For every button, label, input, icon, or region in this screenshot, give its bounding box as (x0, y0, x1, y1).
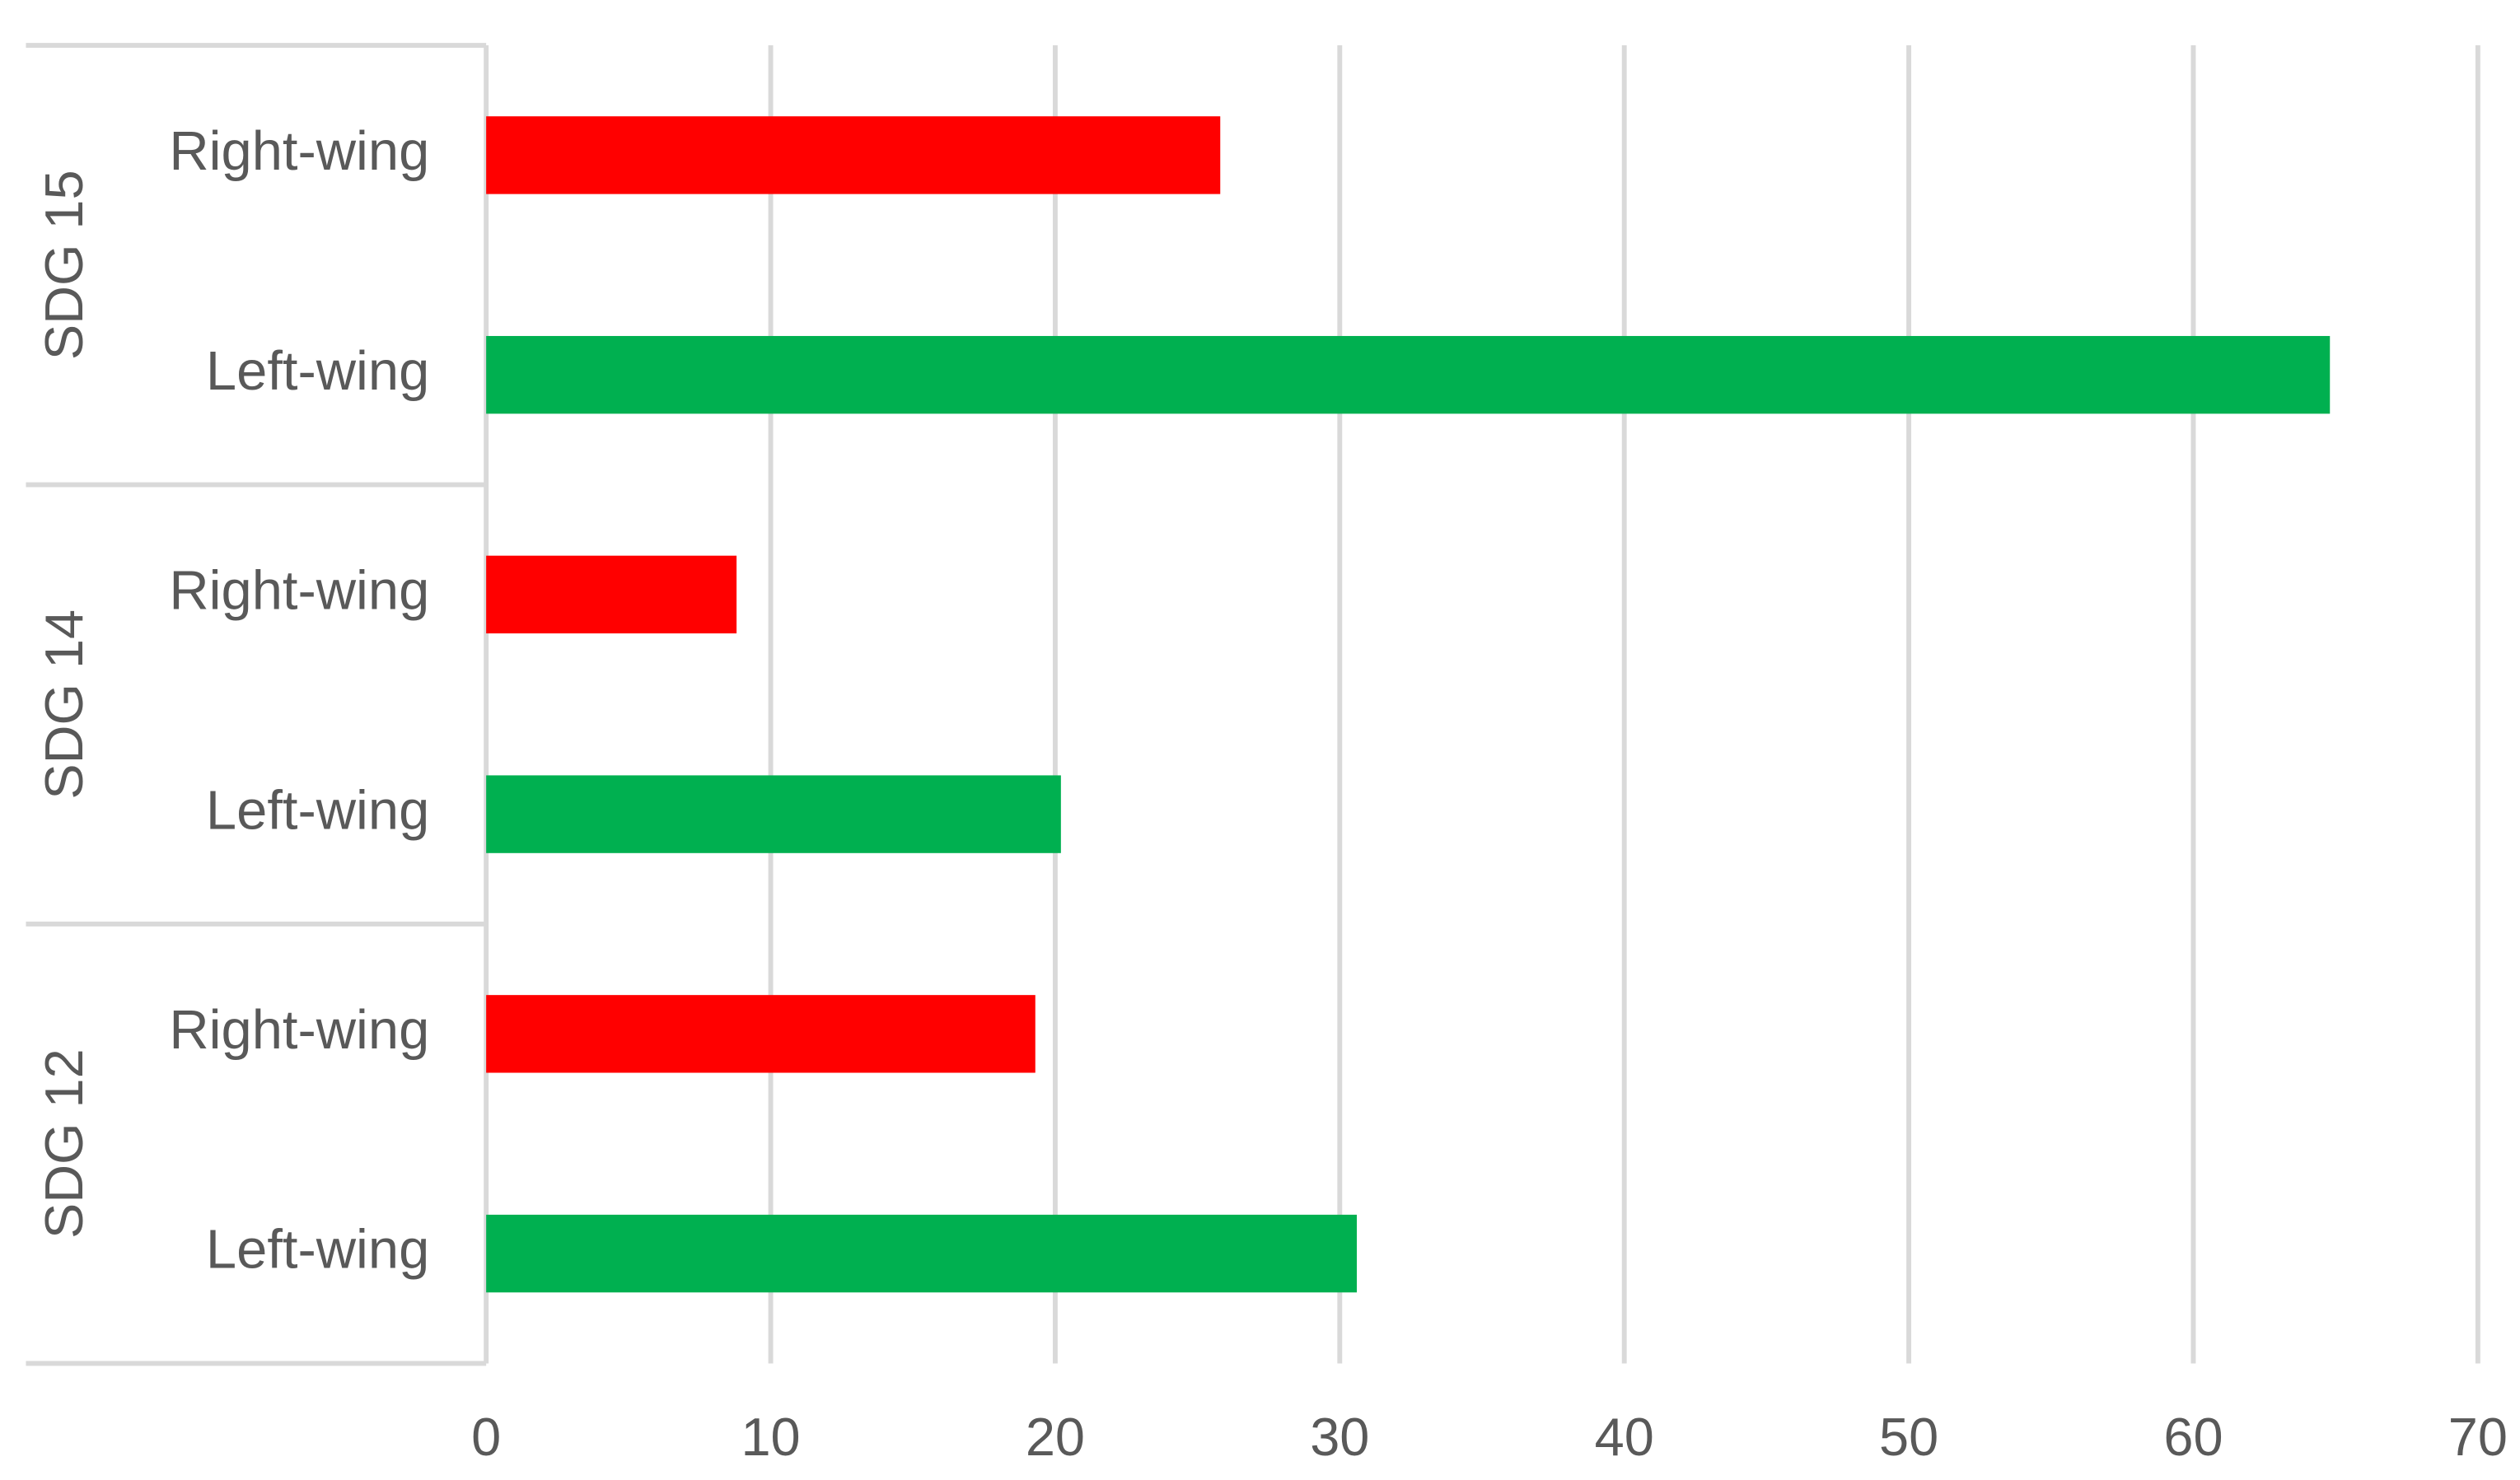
group-label: SDG 15 (34, 170, 94, 360)
bar (486, 775, 1061, 853)
x-tick-label: 20 (1026, 1407, 1085, 1467)
group-label: SDG 12 (34, 1048, 94, 1239)
bar (486, 555, 737, 634)
bar (486, 995, 1036, 1073)
group-label: SDG 14 (34, 609, 94, 800)
y-tick-label: Right-wing (169, 999, 429, 1061)
bar (486, 116, 1221, 194)
x-tick-label: 30 (1310, 1407, 1369, 1467)
y-tick-label: Right-wing (169, 560, 429, 622)
x-tick-label: 40 (1595, 1407, 1654, 1467)
y-tick-label: Left-wing (206, 779, 429, 841)
x-tick-label: 70 (2448, 1407, 2508, 1467)
x-tick-label: 0 (471, 1407, 501, 1467)
y-tick-label: Left-wing (206, 340, 429, 402)
bar (486, 335, 2331, 414)
x-tick-label: 60 (2163, 1407, 2223, 1467)
y-tick-label: Right-wing (169, 120, 429, 182)
x-tick-label: 50 (1879, 1407, 1938, 1467)
bar (486, 1214, 1358, 1293)
x-tick-label: 10 (741, 1407, 800, 1467)
y-tick-label: Left-wing (206, 1219, 429, 1281)
